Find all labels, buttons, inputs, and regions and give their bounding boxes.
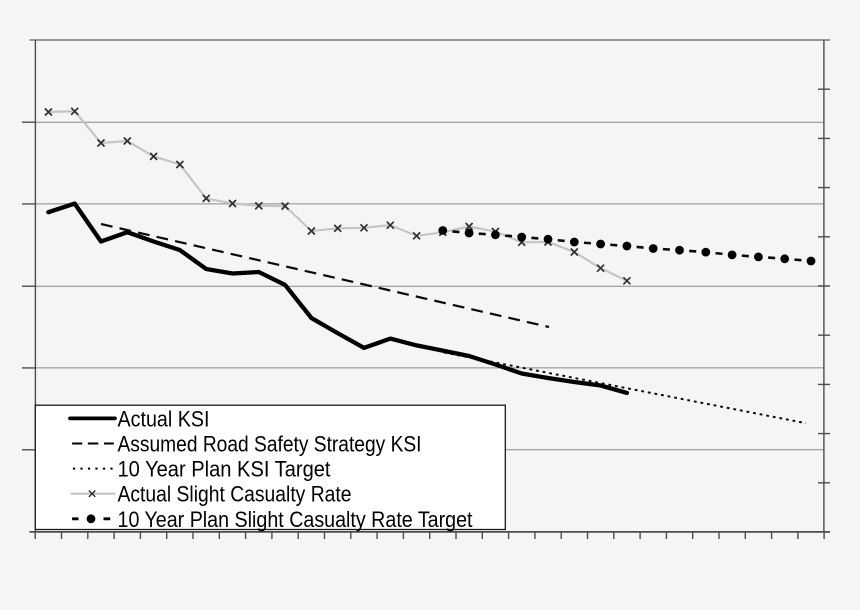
svg-text:Assumed Road Safety Strategy K: Assumed Road Safety Strategy KSI — [118, 432, 422, 457]
svg-text:10 Year Plan Slight Casualty R: 10 Year Plan Slight Casualty Rate Target — [118, 507, 473, 532]
svg-text:Actual KSI: Actual KSI — [118, 406, 210, 431]
svg-text:10 Year Plan KSI Target: 10 Year Plan KSI Target — [118, 457, 331, 482]
svg-text:Actual Slight Casualty Rate: Actual Slight Casualty Rate — [118, 482, 352, 507]
